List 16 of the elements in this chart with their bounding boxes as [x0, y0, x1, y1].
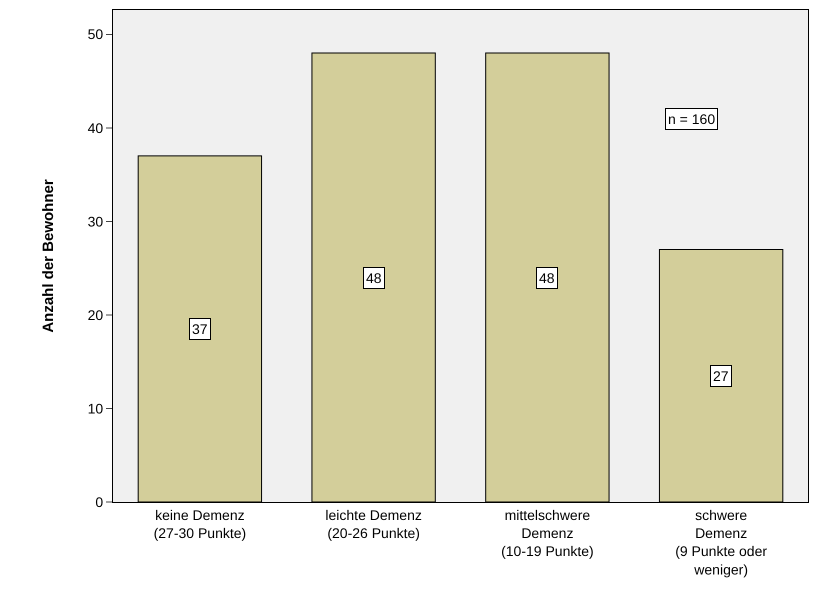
y-tick-label: 50: [88, 26, 104, 42]
x-tick-label: keine Demenz (27-30 Punkte): [154, 506, 246, 541]
y-tick-label: 0: [95, 494, 104, 510]
data-label: 27: [713, 368, 729, 384]
y-tick-label: 40: [88, 120, 104, 136]
y-tick-label: 30: [88, 213, 104, 230]
x-tick-label: leichte Demenz (20-26 Punkte): [325, 506, 422, 541]
y-tick-label: 20: [88, 306, 104, 323]
data-label: 37: [192, 321, 208, 337]
x-tick-label: schwere Demenz (9 Punkte oder weniger): [675, 506, 768, 578]
y-tick-label: 10: [88, 400, 104, 416]
annotation: n = 160: [668, 111, 716, 127]
data-label: 48: [539, 270, 555, 286]
y-axis-title: Anzahl der Bewohner: [40, 179, 57, 333]
x-tick-label: mittelschwere Demenz (10-19 Punkte): [501, 506, 594, 560]
data-label: 48: [366, 270, 382, 286]
